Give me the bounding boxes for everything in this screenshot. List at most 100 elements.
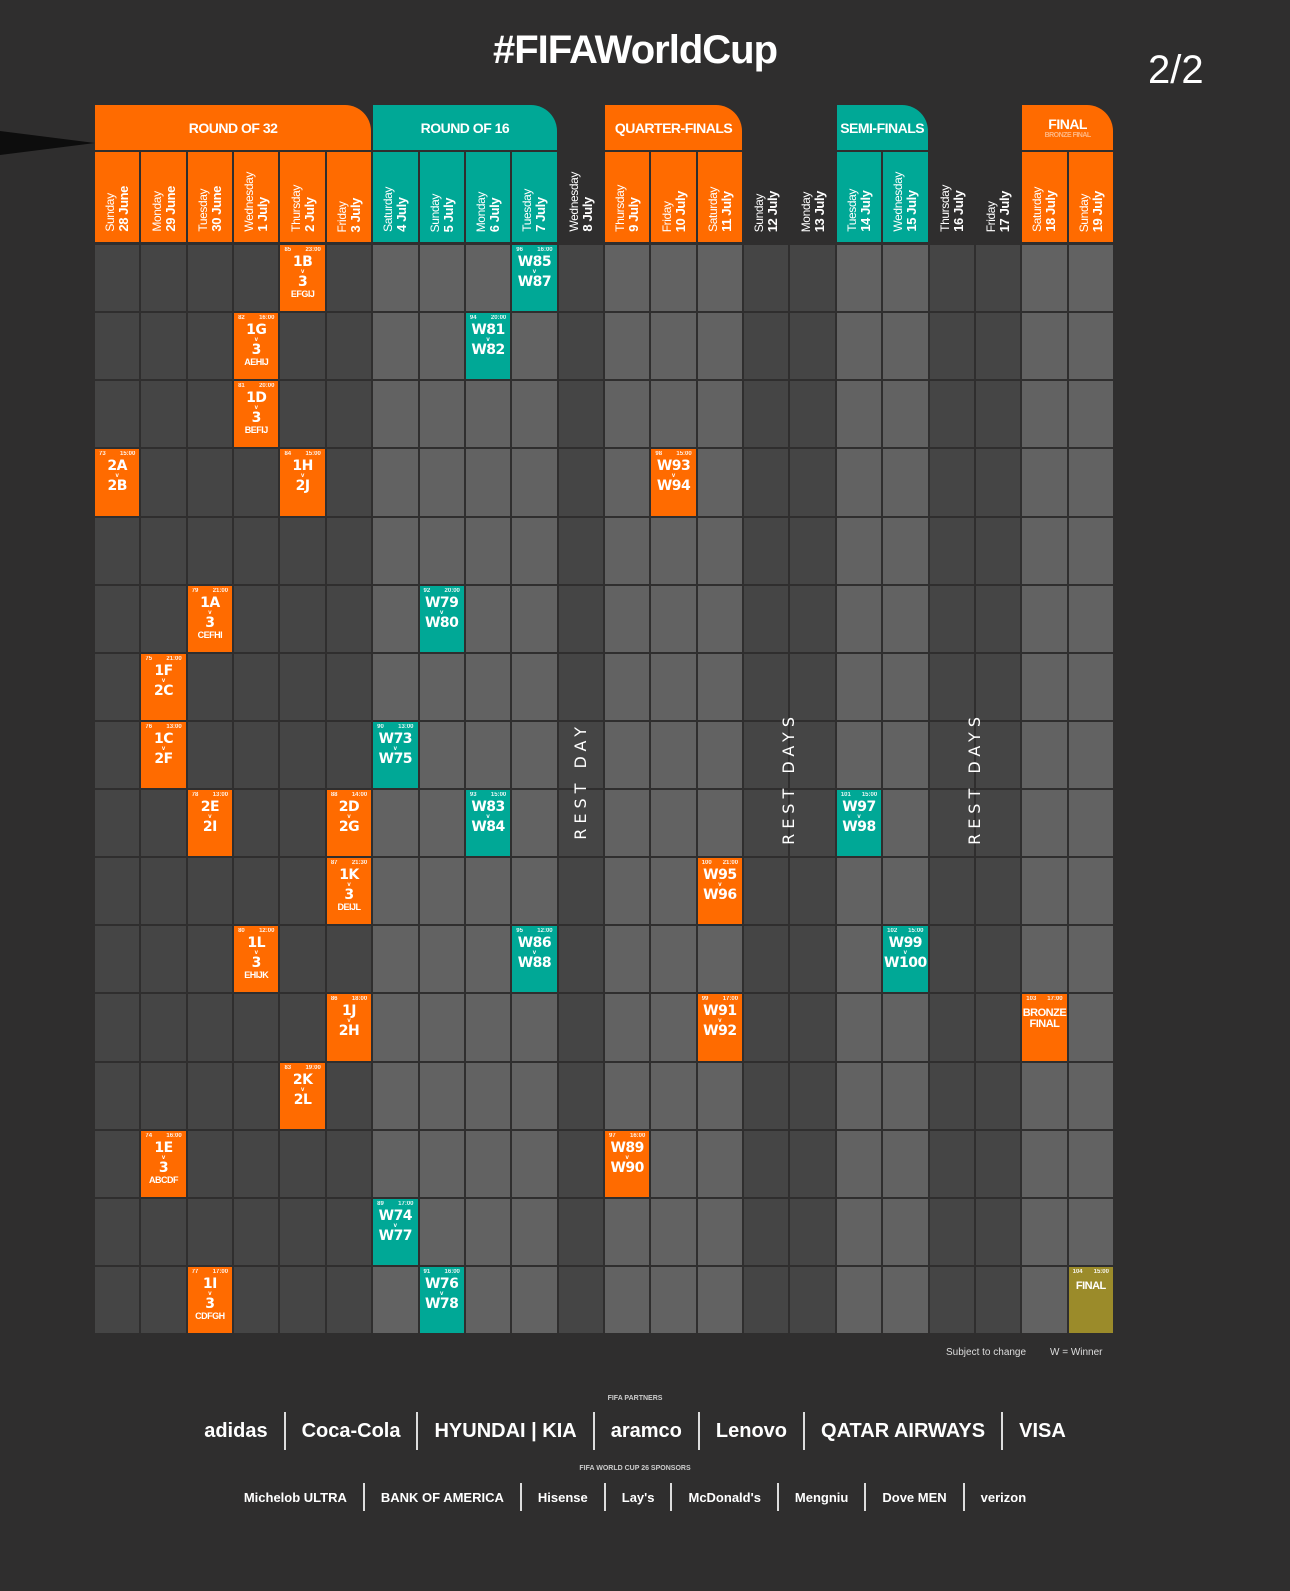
grid-cell — [605, 858, 650, 925]
match-card[interactable]: 95 12:00 W86 v W88 — [512, 926, 557, 993]
grid-cell — [744, 1266, 789, 1333]
grid-cell — [95, 1266, 140, 1333]
grid-cell — [605, 994, 650, 1061]
versus: v — [347, 814, 351, 820]
grid-cell — [141, 994, 186, 1061]
third-place-groups: CEFHI — [197, 629, 223, 640]
grid-cell — [465, 517, 511, 584]
grid-cell — [697, 245, 743, 312]
match-number: 104 — [1072, 1268, 1083, 1275]
match-card[interactable]: 78 13:00 2E v 2I — [187, 790, 233, 857]
match-number: 88 — [330, 792, 338, 798]
grid-cell — [790, 1062, 835, 1129]
match-card[interactable]: 90 13:00 W73 v W75 — [373, 721, 418, 788]
grid-cell — [883, 585, 928, 652]
match-card[interactable]: 96 16:00 W85 v W87 — [512, 245, 557, 312]
weekday: Monday — [149, 191, 164, 232]
match-card[interactable]: 80 12:00 1L v 3 EHIJK — [234, 926, 279, 993]
day-label: Tuesday 7 July — [520, 189, 548, 232]
match-card[interactable]: 81 20:00 1D v 3 BEFIJ — [234, 381, 279, 448]
grid-cell — [651, 1130, 696, 1197]
grid-cell — [234, 721, 279, 788]
sponsor-logo-coca-cola: Coca-Cola — [301, 1419, 401, 1442]
match-number: 94 — [469, 315, 477, 322]
grid-cell — [95, 926, 140, 993]
match-meta: 93 15:00 — [466, 792, 510, 798]
match-card[interactable]: 91 16:00 W76 v W78 — [419, 1266, 464, 1333]
grid-cell — [1068, 313, 1113, 380]
team-b: 2H — [338, 1023, 360, 1040]
match-card[interactable]: 101 15:00 W97 v W98 — [836, 790, 882, 857]
date: 8 July — [579, 197, 595, 232]
team-b: 2L — [293, 1091, 312, 1108]
grid-cell — [558, 585, 603, 652]
day-header: Friday 10 July — [651, 152, 696, 242]
team-a: 1I — [202, 1275, 217, 1292]
sponsor-logo-aramco: aramco — [610, 1419, 682, 1442]
day-header: Sunday 28 June — [95, 152, 140, 242]
match-number: 86 — [330, 996, 338, 1003]
match-number: 84 — [284, 451, 292, 458]
match-card[interactable]: 102 15:00 W99 v W100 — [883, 926, 928, 993]
grid-cell — [465, 245, 511, 312]
versus: v — [486, 337, 490, 344]
sponsor-logo-visa: VISA — [1019, 1419, 1066, 1442]
match-card[interactable]: 99 17:00 W91 v W92 — [697, 994, 743, 1061]
match-card[interactable]: 83 19:00 2K v 2L — [280, 1062, 325, 1129]
match-card[interactable]: 104 15:00 FINAL — [1068, 1266, 1113, 1333]
grid-cell — [975, 790, 1021, 857]
team-b: 3 — [158, 1159, 169, 1176]
match-card[interactable]: 85 23:00 1B v 3 EFGIJ — [280, 245, 325, 312]
grid-cell — [95, 245, 140, 312]
grid-cell — [697, 1198, 743, 1265]
match-card[interactable]: 73 15:00 2A v 2B — [95, 449, 140, 516]
match-card[interactable]: 94 20:00 W81 v W82 — [465, 313, 511, 380]
match-card[interactable]: 74 16:00 1E v 3 ABCDF — [141, 1130, 186, 1197]
match-card[interactable]: 87 21:30 1K v 3 DEIJL — [326, 858, 372, 925]
day-label: Monday 13 July — [799, 191, 827, 232]
match-card[interactable]: 92 20:00 W79 v W80 — [419, 585, 464, 652]
match-card[interactable]: 103 17:00 BRONZE FINAL — [1022, 994, 1067, 1061]
match-card[interactable]: 82 16:00 1G v 3 AEHIJ — [234, 313, 279, 380]
sponsor-logo-mcdonald-s: McDonald's — [688, 1489, 761, 1505]
third-place-groups: CDFGH — [195, 1310, 225, 1321]
versus: v — [903, 950, 908, 957]
logo-divider — [776, 1483, 779, 1511]
versus: v — [532, 269, 537, 275]
versus: v — [300, 473, 305, 480]
match-card[interactable]: 93 15:00 W83 v W84 — [465, 790, 511, 857]
match-card[interactable]: 89 17:00 W74 v W77 — [373, 1198, 418, 1265]
versus: v — [625, 1154, 629, 1161]
match-meta: 95 12:00 — [512, 928, 556, 934]
day-label: Sunday 28 June — [103, 186, 131, 232]
team-b: 2I — [202, 819, 217, 835]
stage-sublabel: BRONZE FINAL — [1044, 132, 1092, 139]
match-card[interactable]: 100 21:00 W95 v W96 — [697, 858, 743, 925]
grid-cell — [1068, 721, 1113, 788]
grid-cell — [558, 245, 603, 312]
match-card[interactable]: 76 13:00 1C v 2F — [141, 721, 186, 788]
date: 4 July — [394, 197, 410, 232]
match-card[interactable]: 79 21:00 1A v 3 CEFHI — [187, 585, 233, 652]
logo-divider — [283, 1412, 286, 1450]
match-card[interactable]: 75 21:00 1F v 2C — [141, 653, 186, 720]
grid-cell — [605, 585, 650, 652]
match-card[interactable]: 77 17:00 1I v 3 CDFGH — [187, 1266, 233, 1333]
match-card[interactable]: 97 16:00 W89 v W90 — [605, 1130, 650, 1197]
grid-cell — [465, 1198, 511, 1265]
grid-cell — [1068, 1130, 1113, 1197]
grid-cell — [651, 381, 696, 448]
subject-to-change-note: Subject to change — [946, 1347, 1027, 1358]
grid-cell — [280, 381, 325, 448]
grid-cell — [744, 517, 789, 584]
date: 12 July — [765, 190, 781, 232]
match-card[interactable]: 98 15:00 W93 v W94 — [651, 449, 696, 516]
kickoff-time: 16:00 — [630, 1132, 646, 1139]
match-card[interactable]: 84 15:00 1H v 2J — [280, 449, 325, 516]
grid-cell — [744, 926, 789, 993]
match-card[interactable]: 86 18:00 1J v 2H — [326, 994, 372, 1061]
grid-cell — [651, 994, 696, 1061]
grid-cell — [929, 653, 974, 720]
match-card[interactable]: 88 14:00 2D v 2G — [326, 790, 372, 857]
weekday: Wednesday — [566, 172, 581, 232]
